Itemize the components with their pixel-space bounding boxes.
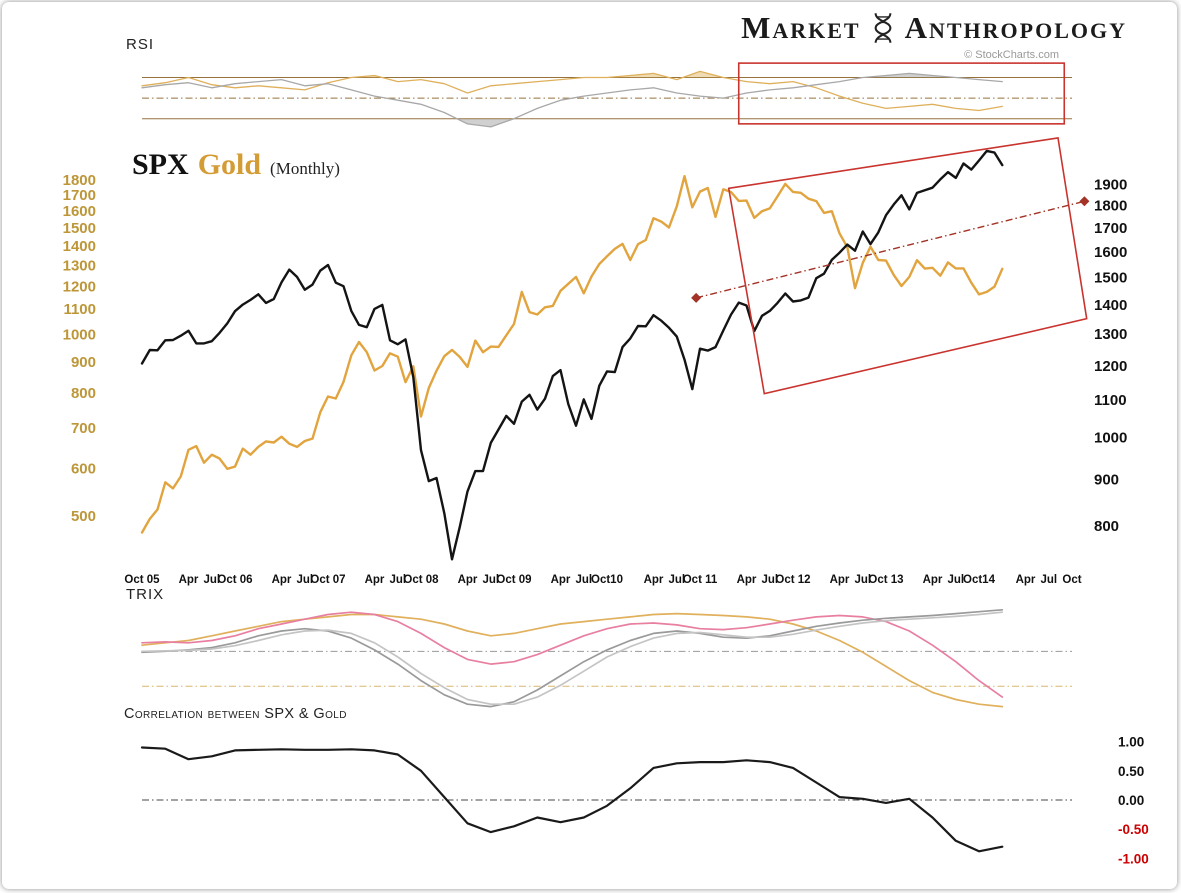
x-axis-tick: Apr bbox=[644, 574, 664, 586]
spx-axis-tick: 1500 bbox=[1094, 270, 1127, 287]
series-spx bbox=[140, 149, 1004, 561]
spx-axis-tick: 1700 bbox=[1094, 220, 1127, 237]
x-axis-tick: Jul bbox=[668, 574, 685, 586]
x-axis-tick: Oct14 bbox=[963, 574, 996, 586]
spx-axis-tick: 900 bbox=[1094, 471, 1119, 488]
corr-axis-tick: 1.00 bbox=[1118, 735, 1144, 750]
gold-axis-tick: 500 bbox=[71, 508, 96, 525]
x-axis-tick: Jul bbox=[854, 574, 871, 586]
corr-axis-tick: 0.50 bbox=[1118, 764, 1144, 779]
x-axis-tick: Jul bbox=[296, 574, 313, 586]
corr-axis-tick: -1.00 bbox=[1118, 851, 1149, 866]
spx-axis-tick: 1200 bbox=[1094, 358, 1127, 375]
main-title: SPX Gold (Monthly) bbox=[132, 148, 340, 182]
series-fill bbox=[456, 118, 514, 127]
gold-axis-tick: 1100 bbox=[63, 301, 96, 318]
x-axis-tick: Apr bbox=[365, 574, 385, 586]
diamond-marker bbox=[691, 292, 702, 303]
spx-axis-tick: 800 bbox=[1094, 518, 1119, 535]
x-axis-tick: Oct 06 bbox=[217, 574, 252, 586]
spx-axis-tick: 1600 bbox=[1094, 244, 1127, 261]
series-trix-gold bbox=[141, 612, 1004, 708]
x-axis-tick: Oct 11 bbox=[683, 574, 718, 586]
gold-axis-tick: 800 bbox=[71, 385, 96, 402]
x-axis-tick: Oct 12 bbox=[775, 574, 810, 586]
trix-panel-label: TRIX bbox=[126, 586, 165, 603]
corr-panel-label: Correlation between SPX & Gold bbox=[124, 706, 347, 722]
series-trix-gray bbox=[141, 608, 1004, 708]
brand: Market Anthropology bbox=[741, 10, 1127, 46]
x-axis-tick: Oct 13 bbox=[868, 574, 903, 586]
brand-market: Market bbox=[741, 10, 861, 45]
x-axis-tick: Jul bbox=[1040, 574, 1057, 586]
x-axis-tick: Jul bbox=[761, 574, 778, 586]
x-axis-tick: Apr bbox=[272, 574, 292, 586]
spx-axis-tick: 1300 bbox=[1094, 326, 1127, 343]
series-gold-rsi bbox=[141, 70, 1003, 112]
series-fill bbox=[142, 73, 1003, 78]
gold-axis-tick: 1700 bbox=[63, 187, 96, 204]
x-axis-tick: Oct bbox=[1062, 574, 1081, 586]
series-spx-rsi bbox=[141, 72, 1003, 128]
corr-axis-tick: -0.50 bbox=[1118, 822, 1149, 837]
gold-axis-tick: 1000 bbox=[63, 326, 96, 343]
spx-axis-tick: 1400 bbox=[1094, 297, 1127, 314]
spx-axis-tick: 1900 bbox=[1094, 176, 1127, 193]
gold-axis-tick: 900 bbox=[71, 354, 96, 371]
spx-axis-tick: 1000 bbox=[1094, 430, 1127, 447]
x-axis-tick: Jul bbox=[947, 574, 964, 586]
x-axis-tick: Apr bbox=[458, 574, 478, 586]
brand-anthropology: Anthropology bbox=[904, 10, 1127, 45]
x-axis-tick: Jul bbox=[389, 574, 406, 586]
annotation-channel-box bbox=[727, 136, 1088, 395]
corr-axis-tick: 0.00 bbox=[1118, 793, 1144, 808]
x-axis-tick: Apr bbox=[923, 574, 943, 586]
x-axis-tick: Apr bbox=[737, 574, 757, 586]
gold-axis-tick: 1800 bbox=[63, 172, 96, 189]
gold-axis-tick: 600 bbox=[71, 460, 96, 477]
x-axis-tick: Oct10 bbox=[591, 574, 623, 586]
annotation-highlight-rect bbox=[737, 62, 1066, 125]
x-axis-tick: Jul bbox=[203, 574, 220, 586]
main-title-spx: SPX bbox=[132, 148, 189, 181]
spx-axis-tick: 1100 bbox=[1094, 392, 1127, 409]
x-axis-tick: Apr bbox=[830, 574, 850, 586]
gold-axis-tick: 1400 bbox=[63, 238, 96, 255]
rsi-panel-label: RSI bbox=[126, 36, 155, 53]
series-trix-silver bbox=[141, 611, 1004, 706]
gold-axis-tick: 1500 bbox=[63, 220, 96, 237]
gold-axis-tick: 1200 bbox=[63, 278, 96, 295]
series-correlation bbox=[140, 746, 1004, 853]
x-axis-tick: Jul bbox=[482, 574, 499, 586]
x-axis-tick: Oct 07 bbox=[310, 574, 345, 586]
x-axis-tick: Oct 09 bbox=[496, 574, 531, 586]
x-axis-tick: Jul bbox=[575, 574, 592, 586]
x-axis-tick: Oct 05 bbox=[124, 574, 160, 586]
main-title-suffix: (Monthly) bbox=[270, 159, 340, 178]
copyright-text: © StockCharts.com bbox=[964, 49, 1059, 61]
spx-axis-tick: 1800 bbox=[1094, 198, 1127, 215]
gold-axis-tick: 700 bbox=[71, 420, 96, 437]
diamond-marker bbox=[1079, 196, 1090, 207]
gold-axis-tick: 1300 bbox=[63, 257, 96, 274]
series-trix-pink bbox=[141, 611, 1004, 698]
main-title-gold: Gold bbox=[197, 148, 262, 181]
gold-axis-tick: 1600 bbox=[63, 203, 96, 220]
series-gold bbox=[140, 174, 1004, 534]
x-axis-tick: Apr bbox=[179, 574, 199, 586]
x-axis-tick: Apr bbox=[1016, 574, 1036, 586]
dna-logo-icon bbox=[871, 10, 895, 46]
x-axis-tick: Apr bbox=[551, 574, 571, 586]
x-axis-tick: Oct 08 bbox=[403, 574, 439, 586]
